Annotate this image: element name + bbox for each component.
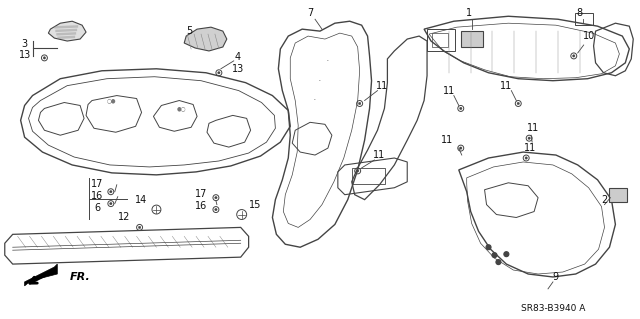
Circle shape	[138, 226, 141, 229]
Text: 13: 13	[232, 64, 244, 74]
Text: FR.: FR.	[70, 272, 91, 282]
Circle shape	[218, 71, 220, 74]
Text: 11: 11	[524, 143, 536, 153]
Circle shape	[504, 252, 509, 257]
Text: 10: 10	[582, 31, 595, 41]
Text: 17: 17	[91, 179, 103, 189]
Text: ·: ·	[326, 56, 330, 66]
Circle shape	[460, 147, 462, 149]
Text: 11: 11	[500, 81, 513, 91]
Text: 15: 15	[250, 200, 262, 210]
Circle shape	[109, 190, 112, 193]
Polygon shape	[184, 27, 227, 51]
Circle shape	[109, 203, 112, 205]
Circle shape	[215, 197, 217, 199]
Text: 6: 6	[94, 203, 100, 212]
Bar	[427, 29, 455, 51]
Bar	[461, 31, 483, 47]
Text: 11: 11	[443, 85, 455, 96]
Text: 16: 16	[91, 191, 103, 201]
Text: 14: 14	[136, 195, 148, 205]
Circle shape	[525, 157, 527, 159]
Text: 17: 17	[195, 189, 207, 199]
Circle shape	[517, 102, 520, 105]
Text: 5: 5	[186, 26, 192, 36]
Text: 2: 2	[602, 195, 607, 205]
Polygon shape	[56, 32, 76, 36]
Circle shape	[44, 57, 45, 59]
Text: 8: 8	[577, 8, 583, 18]
Text: 3: 3	[22, 39, 28, 49]
Circle shape	[573, 55, 575, 57]
Polygon shape	[49, 21, 86, 41]
Circle shape	[460, 107, 462, 110]
Circle shape	[358, 102, 361, 105]
Text: 12: 12	[118, 212, 130, 222]
Text: 9: 9	[553, 272, 559, 282]
Text: 11: 11	[527, 123, 540, 133]
Text: 11: 11	[376, 81, 388, 91]
Bar	[432, 33, 448, 47]
Text: 4: 4	[235, 52, 241, 62]
Polygon shape	[58, 36, 75, 39]
Bar	[575, 13, 593, 25]
Circle shape	[492, 253, 497, 258]
Bar	[609, 188, 627, 202]
Circle shape	[486, 245, 491, 250]
Circle shape	[496, 260, 501, 264]
Text: 1: 1	[466, 8, 472, 18]
Text: ●○: ●○	[177, 106, 186, 111]
Text: ○●: ○●	[107, 98, 116, 103]
Circle shape	[356, 170, 359, 172]
Polygon shape	[55, 29, 77, 32]
Text: 11: 11	[373, 150, 386, 160]
Text: ·: ·	[318, 76, 322, 86]
Text: 13: 13	[19, 50, 31, 60]
Polygon shape	[54, 25, 78, 29]
Circle shape	[528, 137, 531, 139]
Text: 16: 16	[195, 201, 207, 211]
Text: SR83-B3940 A: SR83-B3940 A	[521, 304, 585, 313]
Polygon shape	[24, 264, 58, 286]
Circle shape	[215, 208, 217, 211]
Text: 11: 11	[441, 135, 453, 145]
Text: ·: ·	[313, 95, 317, 106]
Text: 7: 7	[307, 8, 313, 18]
Bar	[352, 168, 385, 184]
